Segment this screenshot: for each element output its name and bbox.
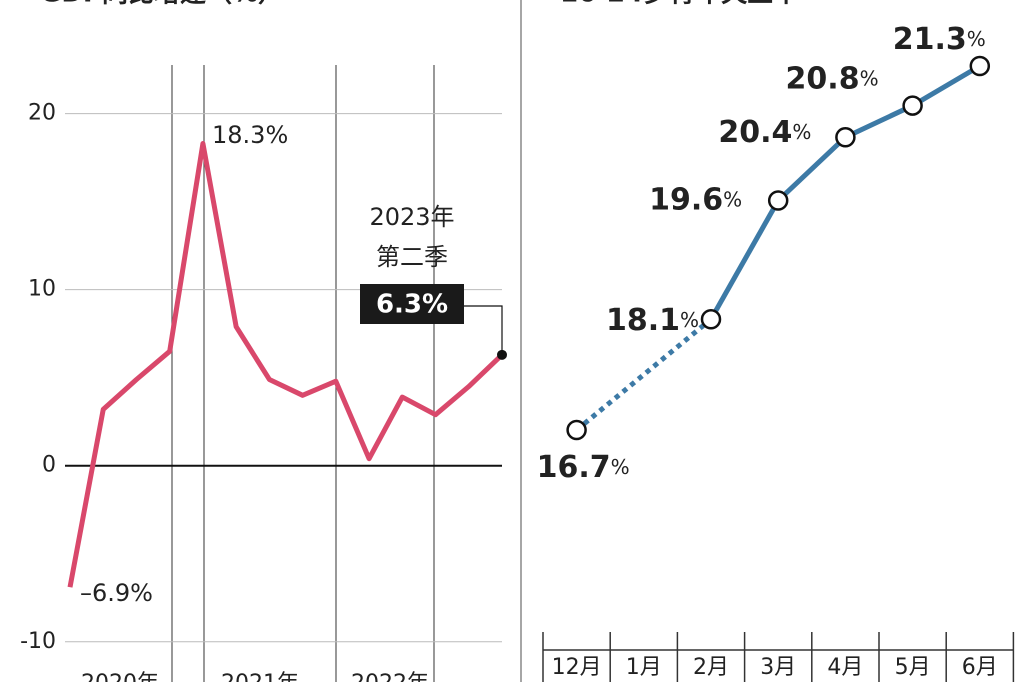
x-tick-label: 5月 (895, 655, 931, 680)
x-tick-label: 3月 (760, 655, 796, 680)
value-number: 21.3 (893, 22, 967, 57)
unit: % (967, 27, 986, 51)
year-label: 2022年 (351, 671, 429, 682)
value-label: 19.6% (649, 182, 742, 217)
year-label: 2020年 (81, 671, 159, 682)
line-segment (708, 199, 781, 321)
month-table: 12月 1月 2月 3月 4月 5月 6月 (542, 632, 1015, 682)
point (767, 190, 789, 211)
year-label: 2021年 (221, 671, 299, 682)
value-label: 18.1% (606, 303, 699, 338)
y-tick-label: 10 (28, 277, 56, 302)
label-box (360, 284, 464, 324)
line (67, 141, 504, 588)
value-number: 20.4 (718, 115, 792, 150)
value-label: 16.7% (537, 450, 630, 485)
leader-line (464, 305, 503, 355)
value-number: 18.1 (606, 303, 680, 338)
x-tick-label: 2月 (693, 655, 729, 680)
unit: % (860, 66, 879, 90)
chart-title: 16-24岁青年失业率 (560, 0, 799, 9)
y-tick-label: 20 (28, 101, 56, 126)
unit: % (792, 120, 811, 144)
x-tick-label: 1月 (626, 655, 662, 680)
unit: % (611, 455, 630, 479)
value-number: 16.7 (537, 450, 611, 485)
value-number: 20.8 (786, 61, 860, 96)
annotation: 第二季 (376, 243, 448, 271)
x-tick-label: 4月 (827, 655, 863, 680)
value-number: 19.6 (649, 182, 723, 217)
unit: % (680, 308, 699, 332)
annotation: 18.3% (212, 121, 288, 149)
unit: % (723, 187, 742, 211)
value-label: 20.4% (718, 115, 811, 150)
line-segment (776, 135, 848, 203)
value-label: 20.8% (786, 61, 879, 96)
line-segment (844, 103, 914, 140)
point (566, 419, 587, 441)
chart-title: GDP同比增速（%） (40, 0, 284, 9)
point (700, 308, 722, 330)
value-label: 21.3% (893, 22, 986, 57)
annotation: 2023年 (369, 203, 454, 231)
y-tick-label: -10 (20, 629, 56, 654)
annotation: –6.9% (80, 579, 153, 607)
y-tick-label: 0 (42, 453, 56, 478)
annotation: 6.3% (376, 290, 448, 320)
point (835, 126, 856, 148)
x-tick-label: 6月 (962, 655, 998, 680)
line-segment (911, 63, 982, 108)
point (969, 55, 991, 77)
x-tick-label: 12月 (552, 655, 602, 680)
point (902, 95, 923, 116)
